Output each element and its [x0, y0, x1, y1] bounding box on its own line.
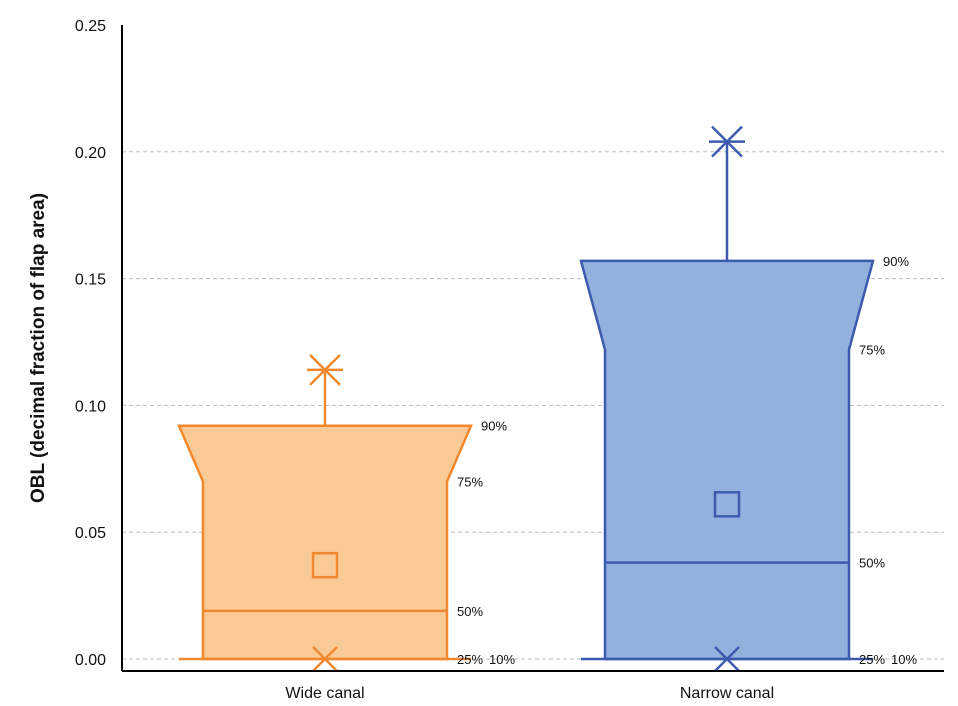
min-marker-diag2	[312, 646, 338, 672]
box-body	[579, 259, 875, 661]
label-p75: 75%	[457, 474, 483, 489]
box-body	[177, 424, 473, 661]
label-p90: 90%	[481, 419, 507, 434]
y-tick-label: 0.10	[75, 398, 106, 415]
box-wide-canal: 90% 75% 50% 25% 10%	[177, 354, 515, 672]
box-narrow-canal: 90% 75% 50% 25% 10%	[579, 125, 917, 672]
mean-marker	[311, 551, 339, 579]
label-p50: 50%	[859, 556, 885, 571]
label-p10: 10%	[489, 652, 515, 667]
boxes: 90% 75% 50% 25% 10% 90% 75% 50% 25% 10%	[177, 125, 917, 672]
x-category-label: Narrow canal	[680, 685, 774, 702]
label-p10: 10%	[891, 652, 917, 667]
label-p90: 90%	[883, 254, 909, 269]
mean-marker	[713, 491, 741, 518]
y-tick-label: 0.15	[75, 272, 106, 289]
y-tick-label: 0.05	[75, 525, 106, 542]
x-category-label: Wide canal	[285, 685, 364, 702]
y-tick-label: 0.00	[75, 652, 106, 669]
y-axis-title: OBL (decimal fraction of flap area)	[28, 193, 49, 503]
label-p75: 75%	[859, 343, 885, 358]
x-category-labels: Wide canal Narrow canal	[285, 685, 774, 702]
y-tick-label: 0.25	[75, 18, 106, 35]
min-marker-diag2	[714, 646, 740, 672]
label-p50: 50%	[457, 604, 483, 619]
label-p25: 25%	[457, 652, 483, 667]
label-p25: 25%	[859, 652, 885, 667]
y-tick-labels: 0.00 0.05 0.10 0.15 0.20 0.25	[75, 18, 106, 669]
axes	[121, 25, 944, 672]
y-tick-label: 0.20	[75, 145, 106, 162]
